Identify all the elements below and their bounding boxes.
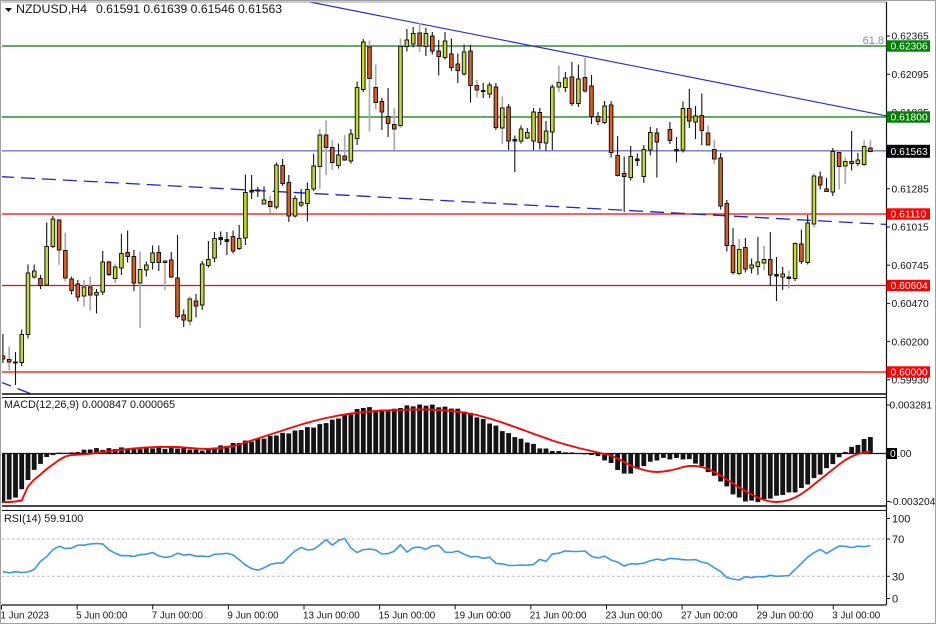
svg-text:0.62095: 0.62095 bbox=[892, 70, 929, 81]
svg-text:NZDUSD,H4: NZDUSD,H4 bbox=[16, 2, 87, 16]
svg-text:0.003281: 0.003281 bbox=[890, 401, 933, 412]
svg-text:0: 0 bbox=[890, 449, 896, 460]
svg-text:9 Jun 00:00: 9 Jun 00:00 bbox=[227, 611, 279, 622]
svg-text:27 Jun 00:00: 27 Jun 00:00 bbox=[681, 611, 738, 622]
svg-text:23 Jun 00:00: 23 Jun 00:00 bbox=[606, 611, 663, 622]
svg-text:0.62365: 0.62365 bbox=[892, 32, 929, 43]
svg-text:0.59930: 0.59930 bbox=[892, 376, 929, 387]
svg-text:30: 30 bbox=[892, 571, 904, 583]
svg-text:19 Jun 00:00: 19 Jun 00:00 bbox=[454, 611, 511, 622]
svg-text:0.61591 0.61639 0.61546 0.6156: 0.61591 0.61639 0.61546 0.61563 bbox=[96, 2, 282, 16]
svg-text:7 Jun 00:00: 7 Jun 00:00 bbox=[152, 611, 204, 622]
svg-text:100: 100 bbox=[892, 514, 910, 526]
svg-text:5 Jun 00:00: 5 Jun 00:00 bbox=[76, 611, 128, 622]
svg-text:15 Jun 00:00: 15 Jun 00:00 bbox=[379, 611, 436, 622]
svg-text:0.60000: 0.60000 bbox=[891, 368, 928, 379]
svg-text:MACD(12,26,9) 0.000847 0.00006: MACD(12,26,9) 0.000847 0.000065 bbox=[4, 399, 175, 411]
svg-text:0.60470: 0.60470 bbox=[892, 299, 929, 310]
svg-text:RSI(14) 59.9100: RSI(14) 59.9100 bbox=[4, 513, 83, 525]
svg-text:0.62306: 0.62306 bbox=[891, 42, 928, 53]
svg-text:13 Jun 00:00: 13 Jun 00:00 bbox=[303, 611, 360, 622]
svg-text:0.61285: 0.61285 bbox=[892, 185, 929, 196]
svg-text:0.60745: 0.60745 bbox=[892, 261, 929, 272]
svg-text:0.61110: 0.61110 bbox=[891, 210, 927, 221]
svg-text:29 Jun 00:00: 29 Jun 00:00 bbox=[757, 611, 814, 622]
svg-text:0.60604: 0.60604 bbox=[891, 281, 928, 292]
svg-text:61.8: 61.8 bbox=[863, 35, 884, 47]
svg-text:21 Jun 00:00: 21 Jun 00:00 bbox=[530, 611, 587, 622]
svg-text:3 Jul 00:00: 3 Jul 00:00 bbox=[832, 611, 880, 622]
svg-text:.00: .00 bbox=[897, 449, 912, 460]
svg-text:1 Jun 2023: 1 Jun 2023 bbox=[1, 611, 50, 622]
svg-text:-0.003204: -0.003204 bbox=[890, 497, 936, 508]
svg-text:0.61800: 0.61800 bbox=[891, 113, 928, 124]
svg-text:0.61563: 0.61563 bbox=[891, 147, 928, 158]
svg-text:0.61015: 0.61015 bbox=[892, 223, 929, 234]
svg-text:70: 70 bbox=[892, 534, 904, 546]
svg-text:0: 0 bbox=[892, 594, 898, 606]
svg-text:0.60200: 0.60200 bbox=[892, 337, 929, 348]
